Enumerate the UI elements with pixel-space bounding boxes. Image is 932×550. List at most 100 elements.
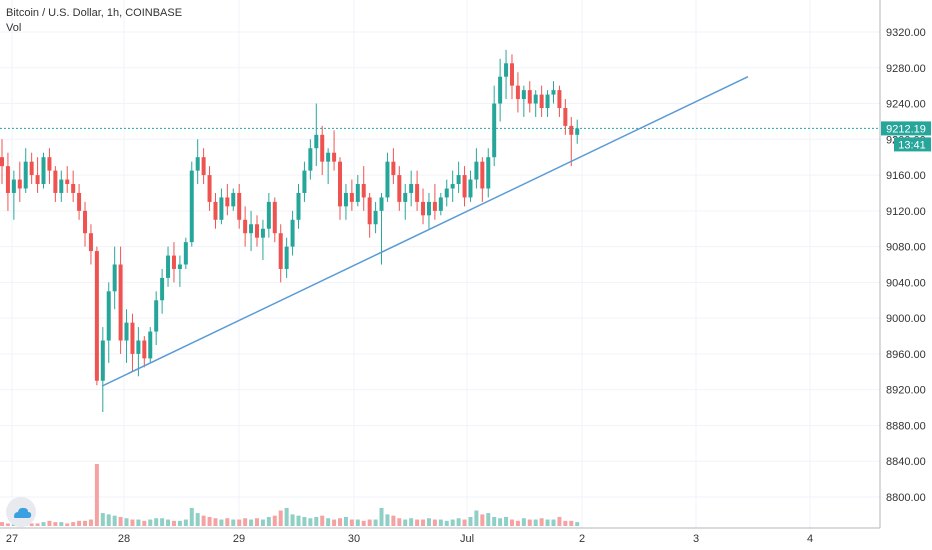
candle[interactable] xyxy=(231,188,236,211)
candle[interactable] xyxy=(320,125,325,176)
candle[interactable] xyxy=(166,246,171,287)
candle[interactable] xyxy=(94,246,99,386)
candle[interactable] xyxy=(551,81,556,104)
candle[interactable] xyxy=(0,139,4,185)
candle[interactable] xyxy=(23,148,28,193)
candle[interactable] xyxy=(237,184,242,229)
candle[interactable] xyxy=(367,192,372,238)
candle[interactable] xyxy=(284,237,289,278)
candle[interactable] xyxy=(415,170,420,211)
candle[interactable] xyxy=(195,139,200,185)
candle[interactable] xyxy=(177,255,182,287)
candle[interactable] xyxy=(83,201,88,247)
candle[interactable] xyxy=(65,166,70,193)
candle[interactable] xyxy=(142,336,147,368)
candle[interactable] xyxy=(563,99,568,135)
candle[interactable] xyxy=(71,170,76,202)
candle[interactable] xyxy=(260,219,265,261)
candle[interactable] xyxy=(207,166,212,211)
candle[interactable] xyxy=(314,103,319,167)
candle[interactable] xyxy=(201,148,206,185)
candle[interactable] xyxy=(533,90,538,117)
candle[interactable] xyxy=(527,81,532,113)
candle[interactable] xyxy=(254,215,259,247)
candle[interactable] xyxy=(130,313,135,372)
candle[interactable] xyxy=(397,166,402,211)
candle[interactable] xyxy=(444,179,449,207)
candle[interactable] xyxy=(385,152,390,202)
candle[interactable] xyxy=(35,157,40,193)
candle[interactable] xyxy=(432,184,437,220)
time-axis[interactable]: 27 28 29 30 Jul 2 3 4 xyxy=(6,533,813,545)
candle[interactable] xyxy=(355,175,360,207)
candle[interactable] xyxy=(379,192,384,265)
candle[interactable] xyxy=(148,327,153,363)
candle[interactable] xyxy=(183,237,188,269)
candle[interactable] xyxy=(409,170,414,207)
candle[interactable] xyxy=(332,130,337,171)
candle[interactable] xyxy=(326,148,331,185)
candle[interactable] xyxy=(189,161,194,247)
candle[interactable] xyxy=(41,152,46,189)
candle[interactable] xyxy=(11,170,16,220)
candle[interactable] xyxy=(272,197,277,243)
candle[interactable] xyxy=(154,291,159,345)
candle[interactable] xyxy=(243,206,248,247)
candle[interactable] xyxy=(29,152,34,185)
candle[interactable] xyxy=(403,184,408,220)
candle[interactable] xyxy=(47,148,52,185)
candle[interactable] xyxy=(5,152,10,211)
candle[interactable] xyxy=(575,119,580,144)
candle[interactable] xyxy=(515,72,520,113)
candle[interactable] xyxy=(100,327,105,413)
candle[interactable] xyxy=(474,148,479,189)
candle[interactable] xyxy=(118,246,123,354)
candle[interactable] xyxy=(266,192,271,238)
candle[interactable] xyxy=(438,192,443,216)
candle[interactable] xyxy=(88,224,93,265)
candle[interactable] xyxy=(290,210,295,256)
candle[interactable] xyxy=(373,201,378,234)
candle[interactable] xyxy=(521,85,526,117)
candle[interactable] xyxy=(219,188,224,225)
candle[interactable] xyxy=(53,166,58,202)
candle[interactable] xyxy=(171,242,176,283)
candle[interactable] xyxy=(106,282,111,363)
candle[interactable] xyxy=(59,170,64,202)
candle[interactable] xyxy=(391,148,396,185)
candle[interactable] xyxy=(480,157,485,202)
candle[interactable] xyxy=(249,210,254,252)
candle[interactable] xyxy=(160,268,165,314)
candle[interactable] xyxy=(361,166,366,211)
candle[interactable] xyxy=(486,148,491,198)
candle[interactable] xyxy=(456,161,461,193)
trendline[interactable] xyxy=(101,76,749,387)
candle[interactable] xyxy=(426,192,431,229)
price-axis[interactable]: 9320.009280.009240.009200.009160.009120.… xyxy=(886,27,926,504)
candle[interactable] xyxy=(213,192,218,229)
candle[interactable] xyxy=(498,58,503,122)
candle[interactable] xyxy=(225,184,230,216)
candle[interactable] xyxy=(343,184,348,220)
candle[interactable] xyxy=(349,179,354,211)
candle[interactable] xyxy=(557,85,562,117)
candle[interactable] xyxy=(302,161,307,202)
candle[interactable] xyxy=(545,90,550,117)
candle[interactable] xyxy=(539,85,544,117)
candle[interactable] xyxy=(462,166,467,207)
candle[interactable] xyxy=(492,85,497,167)
candle[interactable] xyxy=(308,139,313,180)
candle[interactable] xyxy=(338,157,343,220)
candle[interactable] xyxy=(468,170,473,202)
candle[interactable] xyxy=(77,184,82,220)
candle[interactable] xyxy=(17,161,22,202)
candle[interactable] xyxy=(504,49,509,100)
candle[interactable] xyxy=(112,246,117,310)
candle[interactable] xyxy=(124,309,129,363)
candle[interactable] xyxy=(509,54,514,100)
candle[interactable] xyxy=(296,184,301,229)
candle[interactable] xyxy=(421,188,426,225)
candle[interactable] xyxy=(569,116,574,167)
candle[interactable] xyxy=(450,170,455,202)
